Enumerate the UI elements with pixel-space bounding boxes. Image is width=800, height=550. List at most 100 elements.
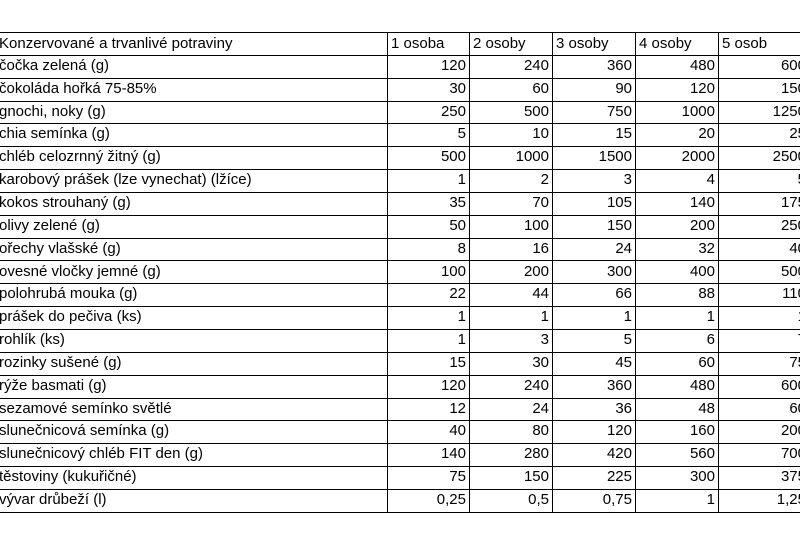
amount-cell: 120 bbox=[553, 420, 636, 445]
item-cell: čočka zelená (g) bbox=[0, 54, 388, 79]
amount-cell: 250 bbox=[719, 215, 800, 239]
amount-cell: 36 bbox=[553, 397, 636, 422]
amount-cell: 150 bbox=[719, 78, 800, 102]
amount-cell: 225 bbox=[553, 466, 636, 490]
amount-cell: 35 bbox=[388, 191, 470, 216]
amount-cell: 375 bbox=[719, 466, 800, 490]
amount-cell: 25 bbox=[719, 123, 800, 148]
amount-cell: 240 bbox=[470, 54, 553, 79]
amount-cell: 600 bbox=[719, 375, 800, 399]
amount-cell: 70 bbox=[470, 191, 553, 216]
amount-cell: 600 bbox=[719, 55, 800, 79]
amount-cell: 400 bbox=[636, 260, 719, 285]
header-cell: Konzervované a trvanlivé potraviny bbox=[0, 32, 388, 56]
amount-cell: 15 bbox=[388, 351, 470, 376]
amount-cell: 150 bbox=[553, 214, 636, 239]
amount-cell: 44 bbox=[470, 283, 553, 308]
amount-cell: 4 bbox=[636, 169, 719, 193]
item-cell: chia semínka (g) bbox=[0, 123, 388, 148]
amount-cell: 1 bbox=[470, 306, 553, 331]
amount-cell: 2500 bbox=[719, 146, 800, 171]
item-cell: sezamové semínko světlé bbox=[0, 397, 388, 422]
item-cell: slunečnicová semínka (g) bbox=[0, 420, 388, 445]
item-cell: polohrubá mouka (g) bbox=[0, 283, 388, 308]
item-cell: těstoviny (kukuřičné) bbox=[0, 466, 388, 490]
amount-cell: 500 bbox=[470, 100, 553, 125]
amount-cell: 0,75 bbox=[553, 489, 636, 513]
amount-cell: 6 bbox=[636, 329, 719, 353]
amount-cell: 66 bbox=[553, 283, 636, 308]
amount-cell: 200 bbox=[719, 420, 800, 445]
header-cell: 1 osoba bbox=[388, 32, 470, 56]
amount-cell: 200 bbox=[636, 214, 719, 239]
item-cell: ovesné vločky jemné (g) bbox=[0, 260, 388, 285]
amount-cell: 3 bbox=[470, 329, 553, 353]
amount-cell: 2 bbox=[470, 169, 553, 193]
amount-cell: 5 bbox=[388, 123, 470, 148]
item-cell: vývar drůbeží (l) bbox=[0, 489, 388, 513]
item-cell: chléb celozrnný žitný (g) bbox=[0, 146, 388, 171]
header-cell: 2 osoby bbox=[470, 32, 553, 56]
amount-cell: 45 bbox=[553, 351, 636, 376]
item-cell: ořechy vlašské (g) bbox=[0, 237, 388, 262]
item-cell: olivy zelené (g) bbox=[0, 214, 388, 239]
amount-cell: 90 bbox=[553, 77, 636, 102]
amount-cell: 300 bbox=[636, 466, 719, 490]
amount-cell: 1 bbox=[636, 489, 719, 513]
amount-cell: 250 bbox=[388, 100, 470, 125]
amount-cell: 100 bbox=[388, 260, 470, 285]
amount-cell: 24 bbox=[470, 397, 553, 422]
amount-cell: 1 bbox=[388, 169, 470, 193]
amount-cell: 140 bbox=[636, 191, 719, 216]
amount-cell: 140 bbox=[388, 443, 470, 468]
amount-cell: 200 bbox=[470, 260, 553, 285]
amount-cell: 12 bbox=[388, 397, 470, 422]
amount-cell: 60 bbox=[719, 398, 800, 422]
amount-cell: 700 bbox=[719, 443, 800, 468]
amount-cell: 175 bbox=[719, 192, 800, 216]
amount-cell: 32 bbox=[636, 237, 719, 262]
amount-cell: 24 bbox=[553, 237, 636, 262]
amount-cell: 10 bbox=[470, 123, 553, 148]
amount-cell: 1 bbox=[388, 306, 470, 331]
amount-cell: 30 bbox=[470, 351, 553, 376]
amount-cell: 75 bbox=[719, 352, 800, 376]
amount-cell: 150 bbox=[470, 466, 553, 490]
amount-cell: 420 bbox=[553, 443, 636, 468]
amount-cell: 40 bbox=[719, 238, 800, 262]
amount-cell: 480 bbox=[636, 54, 719, 79]
amount-cell: 300 bbox=[553, 260, 636, 285]
amount-cell: 8 bbox=[388, 237, 470, 262]
amount-cell: 3 bbox=[553, 169, 636, 193]
amount-cell: 120 bbox=[636, 77, 719, 102]
amount-cell: 1000 bbox=[636, 100, 719, 125]
amount-cell: 1 bbox=[636, 306, 719, 331]
amount-cell: 120 bbox=[388, 374, 470, 399]
amount-cell: 160 bbox=[636, 420, 719, 445]
amount-cell: 110 bbox=[719, 283, 800, 308]
amount-cell: 1,25 bbox=[719, 489, 800, 513]
amount-cell: 1250 bbox=[719, 101, 800, 125]
amount-cell: 1500 bbox=[553, 146, 636, 171]
item-cell: kokos strouhaný (g) bbox=[0, 191, 388, 216]
amount-cell: 360 bbox=[553, 54, 636, 79]
amount-cell: 48 bbox=[636, 397, 719, 422]
amount-cell: 5 bbox=[719, 169, 800, 193]
amount-cell: 240 bbox=[470, 374, 553, 399]
amount-cell: 40 bbox=[388, 420, 470, 445]
amount-cell: 1 bbox=[553, 306, 636, 331]
header-cell: 5 osob bbox=[719, 32, 800, 56]
amount-cell: 1 bbox=[388, 329, 470, 353]
amount-cell: 750 bbox=[553, 100, 636, 125]
amount-cell: 7 bbox=[719, 329, 800, 353]
item-cell: rozinky sušené (g) bbox=[0, 351, 388, 376]
amount-cell: 500 bbox=[719, 261, 800, 285]
amount-cell: 280 bbox=[470, 443, 553, 468]
item-cell: rýže basmati (g) bbox=[0, 374, 388, 399]
item-cell: gnochi, noky (g) bbox=[0, 100, 388, 125]
amount-cell: 75 bbox=[388, 466, 470, 490]
amount-cell: 100 bbox=[470, 214, 553, 239]
amount-cell: 0,5 bbox=[470, 489, 553, 513]
amount-cell: 500 bbox=[388, 146, 470, 171]
